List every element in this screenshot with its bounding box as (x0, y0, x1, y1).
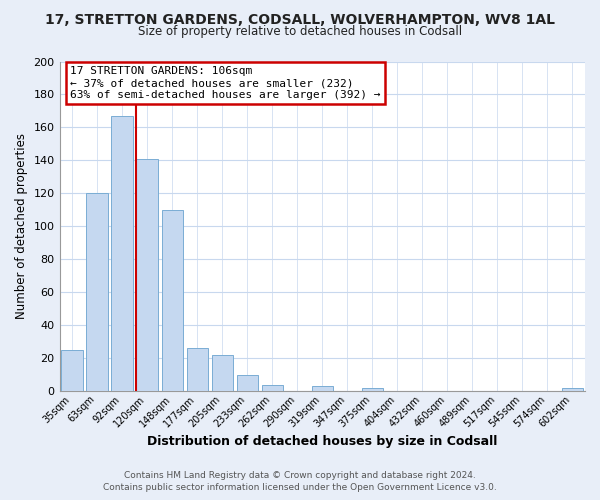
Bar (187, 348, 208, 392)
Text: Contains HM Land Registry data © Crown copyright and database right 2024.
Contai: Contains HM Land Registry data © Crown c… (103, 471, 497, 492)
Bar (161, 210, 183, 392)
Bar (236, 375, 258, 392)
Bar (311, 386, 333, 392)
Text: 17, STRETTON GARDENS, CODSALL, WOLVERHAMPTON, WV8 1AL: 17, STRETTON GARDENS, CODSALL, WOLVERHAM… (45, 12, 555, 26)
Bar (136, 159, 158, 392)
Bar (212, 355, 233, 392)
X-axis label: Distribution of detached houses by size in Codsall: Distribution of detached houses by size … (147, 434, 497, 448)
Text: 17 STRETTON GARDENS: 106sqm
← 37% of detached houses are smaller (232)
63% of se: 17 STRETTON GARDENS: 106sqm ← 37% of det… (70, 66, 380, 100)
Bar (86, 194, 108, 392)
Bar (61, 350, 83, 392)
Text: Size of property relative to detached houses in Codsall: Size of property relative to detached ho… (138, 25, 462, 38)
Bar (112, 116, 133, 392)
Bar (562, 388, 583, 392)
Bar (362, 388, 383, 392)
Y-axis label: Number of detached properties: Number of detached properties (15, 134, 28, 320)
Bar (262, 384, 283, 392)
